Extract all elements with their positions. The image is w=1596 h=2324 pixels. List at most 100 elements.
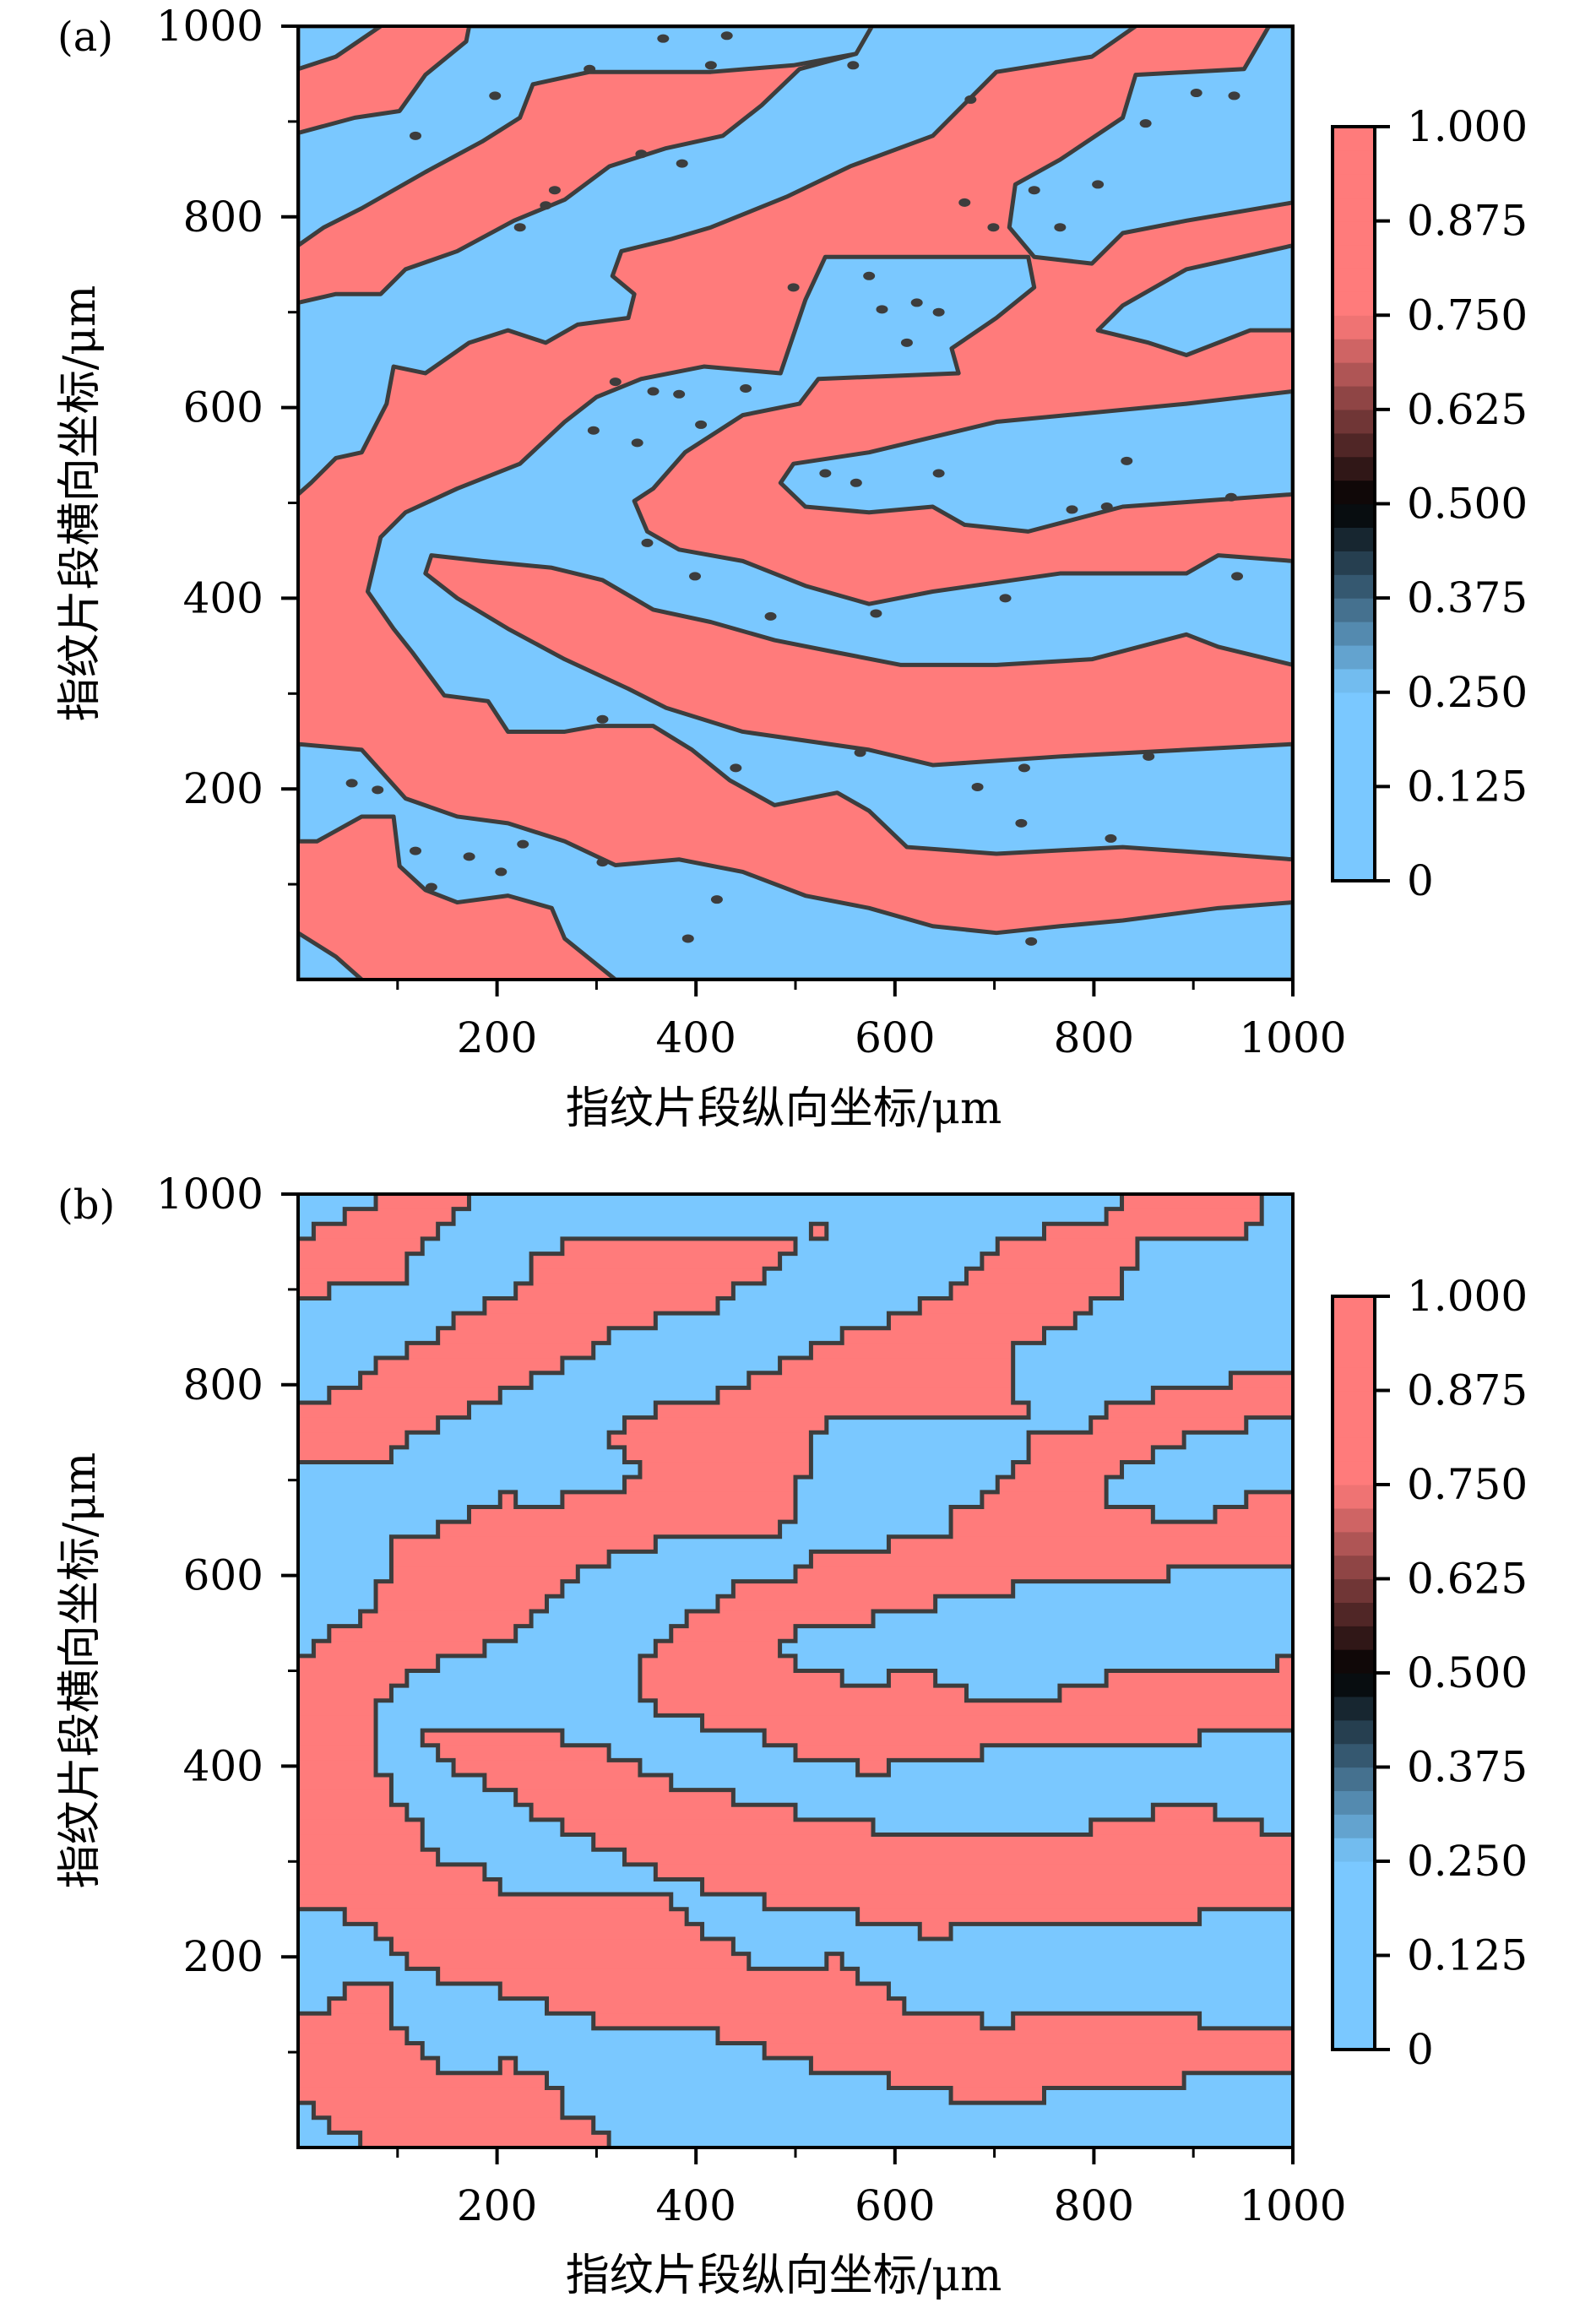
panel-b: 200 400 600 800 1000 200 400 600 800 1000 指纹片段纵向坐标… [55, 1170, 1528, 2301]
y-tick-label: 600 [183, 1551, 263, 1600]
high-value-cell [717, 2028, 1293, 2044]
colorbar-tick-label: 0.875 [1407, 197, 1528, 246]
colorbar-level [1333, 456, 1375, 481]
contour-dot [1231, 572, 1244, 581]
high-value-cell [298, 2088, 563, 2104]
contour-dot [587, 426, 600, 435]
high-value-cell [453, 1313, 656, 1329]
high-value-cell [298, 2072, 548, 2089]
contour-dot [596, 858, 609, 867]
y-axis-label: 指纹片段横向坐标/μm [55, 285, 106, 722]
colorbar-level [1333, 220, 1375, 246]
high-value-cell [624, 1447, 812, 1463]
colorbar-level [1333, 2026, 1375, 2050]
contour-dot [1105, 833, 1117, 843]
colorbar-level [1333, 385, 1375, 410]
high-value-cell [298, 2013, 393, 2029]
colorbar-level [1333, 1908, 1375, 1933]
plot-area [298, 1194, 1293, 2148]
high-value-cell [1029, 1447, 1154, 1463]
high-value-cell [624, 1849, 1293, 1865]
high-value-cell [981, 1253, 1138, 1269]
contour-dot [425, 882, 437, 892]
high-value-cell [298, 1789, 393, 1805]
colorbar-level [1333, 1343, 1375, 1368]
colorbar-level [1333, 432, 1375, 458]
x-tick-label: 600 [855, 1013, 935, 1062]
high-value-cell [298, 1655, 439, 1672]
high-value-cell [437, 1522, 781, 1538]
high-value-cell [298, 1730, 377, 1746]
colorbar-tick-label: 0.125 [1407, 762, 1528, 811]
colorbar-level [1333, 480, 1375, 505]
contour-dot [850, 478, 862, 487]
low-value-region [298, 741, 1293, 980]
high-value-cell [811, 2058, 1293, 2074]
colorbar-level [1333, 1838, 1375, 1862]
high-value-cell [298, 1402, 470, 1419]
high-value-cell [1214, 1507, 1293, 1523]
contour-dot [1121, 456, 1133, 465]
y-tick-label: 200 [183, 764, 263, 813]
contour-dot [695, 420, 708, 429]
colorbar-level [1333, 833, 1375, 858]
contour-dot [584, 64, 596, 73]
low-value-region [365, 254, 1293, 862]
high-value-cell [888, 1536, 1293, 1552]
high-value-cell [546, 1998, 905, 2014]
low-value-region [298, 26, 383, 72]
high-value-cell [531, 1805, 796, 1821]
contour-dot [847, 61, 860, 70]
high-value-cell [764, 1730, 1201, 1746]
high-value-cell [298, 1253, 408, 1269]
high-value-cell [298, 1774, 393, 1791]
x-axis-label: 指纹片段纵向坐标/μm [566, 2251, 1002, 2301]
contour-dot [730, 763, 742, 773]
high-value-cell [469, 1507, 796, 1523]
x-tick-label: 600 [855, 2181, 935, 2230]
low-value-region [298, 26, 875, 248]
high-value-cell [376, 1924, 703, 1940]
contour-dot [609, 377, 622, 387]
high-value-cell [1012, 1462, 1123, 1478]
contour-dot [1139, 119, 1152, 128]
contour-dot [463, 852, 475, 861]
colorbar-level [1333, 1649, 1375, 1674]
high-value-cell [951, 1522, 1293, 1538]
high-value-cell [997, 1238, 1138, 1255]
high-value-cell [298, 1805, 408, 1821]
contour-dot [900, 338, 913, 347]
high-value-cell [313, 2103, 563, 2119]
high-value-cell [391, 1939, 734, 1955]
contour-dot [1015, 818, 1028, 828]
x-tick-label: 800 [1054, 2181, 1134, 2230]
high-value-cell [360, 2132, 610, 2148]
contour-line [298, 1194, 1293, 2148]
high-value-cell [639, 1686, 968, 1702]
high-value-cell [437, 1328, 610, 1344]
high-value-cell [966, 1268, 1123, 1284]
contour-dot [854, 748, 866, 757]
high-value-cell [391, 1536, 656, 1552]
high-value-cell [298, 1686, 393, 1702]
high-value-cell [345, 1208, 454, 1224]
contour-dot [372, 785, 384, 795]
contour-dot [958, 198, 971, 207]
colorbar-tick-label: 0.375 [1407, 1743, 1528, 1792]
high-value-cell [888, 2072, 1185, 2089]
high-value-cell [717, 1387, 1014, 1404]
high-value-cell [624, 1477, 796, 1493]
contour-dot [1028, 186, 1040, 195]
colorbar-level [1333, 1955, 1375, 1979]
contour-dot [787, 283, 800, 292]
high-value-cell [328, 1387, 501, 1404]
high-value-cell [500, 1491, 517, 1508]
x-tick-label: 1000 [1239, 2181, 1346, 2230]
contour-dot [410, 846, 422, 855]
colorbar-level [1333, 551, 1375, 575]
contour-dot [720, 31, 733, 41]
colorbar-level [1333, 857, 1375, 882]
high-value-cell [328, 1626, 517, 1642]
colorbar-level [1333, 1507, 1375, 1533]
colorbar-level [1333, 622, 1375, 646]
